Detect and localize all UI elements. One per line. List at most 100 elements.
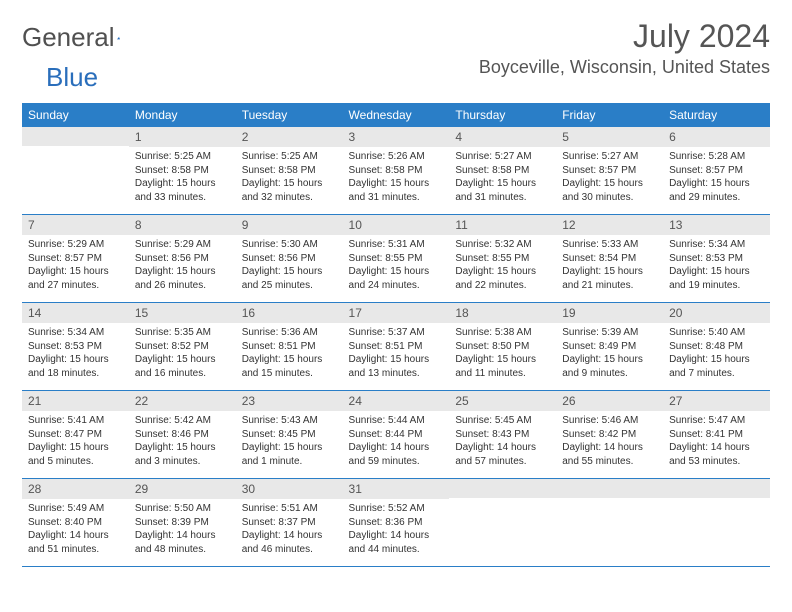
sunrise-line: Sunrise: 5:28 AM [669, 150, 764, 164]
day-details: Sunrise: 5:52 AMSunset: 8:36 PMDaylight:… [343, 499, 450, 560]
daylight-line: Daylight: 14 hours and 59 minutes. [349, 441, 444, 468]
daylight-line: Daylight: 14 hours and 51 minutes. [28, 529, 123, 556]
day-number: 15 [129, 303, 236, 323]
sunrise-line: Sunrise: 5:34 AM [28, 326, 123, 340]
calendar-day-cell: 28 Sunrise: 5:49 AMSunset: 8:40 PMDayligh… [22, 479, 129, 567]
day-number: 18 [449, 303, 556, 323]
calendar-day-cell: 25Sunrise: 5:45 AMSunset: 8:43 PMDayligh… [449, 391, 556, 479]
day-details: Sunrise: 5:28 AMSunset: 8:57 PMDaylight:… [663, 147, 770, 208]
day-number: 24 [343, 391, 450, 411]
calendar-day-cell: 14 Sunrise: 5:34 AMSunset: 8:53 PMDayligh… [22, 303, 129, 391]
calendar-day-cell [556, 479, 663, 567]
daylight-line: Daylight: 15 hours and 24 minutes. [349, 265, 444, 292]
calendar-day-cell: 3Sunrise: 5:26 AMSunset: 8:58 PMDaylight… [343, 127, 450, 215]
daylight-line: Daylight: 15 hours and 26 minutes. [135, 265, 230, 292]
sunset-line: Sunset: 8:58 PM [242, 164, 337, 178]
sunrise-line: Sunrise: 5:37 AM [349, 326, 444, 340]
day-details: Sunrise: 5:41 AMSunset: 8:47 PMDaylight:… [22, 411, 129, 472]
daylight-line: Daylight: 15 hours and 1 minute. [242, 441, 337, 468]
sunset-line: Sunset: 8:55 PM [455, 252, 550, 266]
calendar-week-row: 14Sunrise: 5:34 AMSunset: 8:53 PMDayligh… [22, 303, 770, 391]
sunset-line: Sunset: 8:40 PM [28, 516, 123, 530]
daylight-line: Daylight: 15 hours and 22 minutes. [455, 265, 550, 292]
sunset-line: Sunset: 8:49 PM [562, 340, 657, 354]
sunrise-line: Sunrise: 5:34 AM [669, 238, 764, 252]
weekday-header: Monday [129, 104, 236, 127]
day-details: Sunrise: 5:30 AMSunset: 8:56 PMDaylight:… [236, 235, 343, 296]
day-number: 3 [343, 127, 450, 147]
sunrise-line: Sunrise: 5:52 AM [349, 502, 444, 516]
day-details: Sunrise: 5:40 AMSunset: 8:48 PMDaylight:… [663, 323, 770, 384]
daylight-line: Daylight: 15 hours and 27 minutes. [28, 265, 123, 292]
sunrise-line: Sunrise: 5:43 AM [242, 414, 337, 428]
day-number: 7 [22, 215, 129, 235]
sunset-line: Sunset: 8:37 PM [242, 516, 337, 530]
logo-triangle-icon [117, 29, 120, 47]
sunrise-line: Sunrise: 5:27 AM [562, 150, 657, 164]
sunset-line: Sunset: 8:41 PM [669, 428, 764, 442]
day-number: 14 [22, 303, 129, 323]
day-number: 1 [129, 127, 236, 147]
sunset-line: Sunset: 8:51 PM [242, 340, 337, 354]
weekday-header: Saturday [663, 104, 770, 127]
calendar-table: SundayMondayTuesdayWednesdayThursdayFrid… [22, 103, 770, 567]
daylight-line: Daylight: 15 hours and 31 minutes. [349, 177, 444, 204]
day-number: 17 [343, 303, 450, 323]
day-number: 27 [663, 391, 770, 411]
weekday-header: Tuesday [236, 104, 343, 127]
logo-text-blue: Blue [46, 62, 98, 93]
day-number: 20 [663, 303, 770, 323]
sunrise-line: Sunrise: 5:40 AM [669, 326, 764, 340]
day-number: 10 [343, 215, 450, 235]
day-number: 26 [556, 391, 663, 411]
calendar-day-cell [663, 479, 770, 567]
day-details: Sunrise: 5:37 AMSunset: 8:51 PMDaylight:… [343, 323, 450, 384]
sunset-line: Sunset: 8:45 PM [242, 428, 337, 442]
day-details: Sunrise: 5:33 AMSunset: 8:54 PMDaylight:… [556, 235, 663, 296]
day-number: 6 [663, 127, 770, 147]
sunset-line: Sunset: 8:57 PM [669, 164, 764, 178]
daylight-line: Daylight: 15 hours and 29 minutes. [669, 177, 764, 204]
day-details: Sunrise: 5:25 AMSunset: 8:58 PMDaylight:… [236, 147, 343, 208]
calendar-week-row: 21Sunrise: 5:41 AMSunset: 8:47 PMDayligh… [22, 391, 770, 479]
sunset-line: Sunset: 8:58 PM [455, 164, 550, 178]
calendar-day-cell: 17Sunrise: 5:37 AMSunset: 8:51 PMDayligh… [343, 303, 450, 391]
sunrise-line: Sunrise: 5:49 AM [28, 502, 123, 516]
sunset-line: Sunset: 8:57 PM [562, 164, 657, 178]
day-details: Sunrise: 5:34 AMSunset: 8:53 PMDaylight:… [663, 235, 770, 296]
sunset-line: Sunset: 8:48 PM [669, 340, 764, 354]
calendar-day-cell: 1Sunrise: 5:25 AMSunset: 8:58 PMDaylight… [129, 127, 236, 215]
day-number-empty [556, 479, 663, 498]
calendar-day-cell: 10Sunrise: 5:31 AMSunset: 8:55 PMDayligh… [343, 215, 450, 303]
sunset-line: Sunset: 8:50 PM [455, 340, 550, 354]
day-details: Sunrise: 5:44 AMSunset: 8:44 PMDaylight:… [343, 411, 450, 472]
location-text: Boyceville, Wisconsin, United States [479, 57, 770, 78]
sunset-line: Sunset: 8:46 PM [135, 428, 230, 442]
daylight-line: Daylight: 14 hours and 46 minutes. [242, 529, 337, 556]
day-number: 19 [556, 303, 663, 323]
day-number: 13 [663, 215, 770, 235]
day-number: 28 [22, 479, 129, 499]
sunset-line: Sunset: 8:53 PM [669, 252, 764, 266]
day-details: Sunrise: 5:26 AMSunset: 8:58 PMDaylight:… [343, 147, 450, 208]
sunset-line: Sunset: 8:57 PM [28, 252, 123, 266]
daylight-line: Daylight: 15 hours and 18 minutes. [28, 353, 123, 380]
day-details: Sunrise: 5:27 AMSunset: 8:57 PMDaylight:… [556, 147, 663, 208]
calendar-head: SundayMondayTuesdayWednesdayThursdayFrid… [22, 104, 770, 127]
sunset-line: Sunset: 8:36 PM [349, 516, 444, 530]
sunset-line: Sunset: 8:53 PM [28, 340, 123, 354]
sunrise-line: Sunrise: 5:50 AM [135, 502, 230, 516]
day-number: 22 [129, 391, 236, 411]
calendar-day-cell: 31Sunrise: 5:52 AMSunset: 8:36 PMDayligh… [343, 479, 450, 567]
sunrise-line: Sunrise: 5:30 AM [242, 238, 337, 252]
sunrise-line: Sunrise: 5:31 AM [349, 238, 444, 252]
calendar-day-cell: 6Sunrise: 5:28 AMSunset: 8:57 PMDaylight… [663, 127, 770, 215]
calendar-day-cell: 20Sunrise: 5:40 AMSunset: 8:48 PMDayligh… [663, 303, 770, 391]
day-number: 23 [236, 391, 343, 411]
calendar-day-cell: 8Sunrise: 5:29 AMSunset: 8:56 PMDaylight… [129, 215, 236, 303]
sunset-line: Sunset: 8:39 PM [135, 516, 230, 530]
calendar-day-cell: 13Sunrise: 5:34 AMSunset: 8:53 PMDayligh… [663, 215, 770, 303]
daylight-line: Daylight: 15 hours and 11 minutes. [455, 353, 550, 380]
day-number: 2 [236, 127, 343, 147]
sunrise-line: Sunrise: 5:26 AM [349, 150, 444, 164]
